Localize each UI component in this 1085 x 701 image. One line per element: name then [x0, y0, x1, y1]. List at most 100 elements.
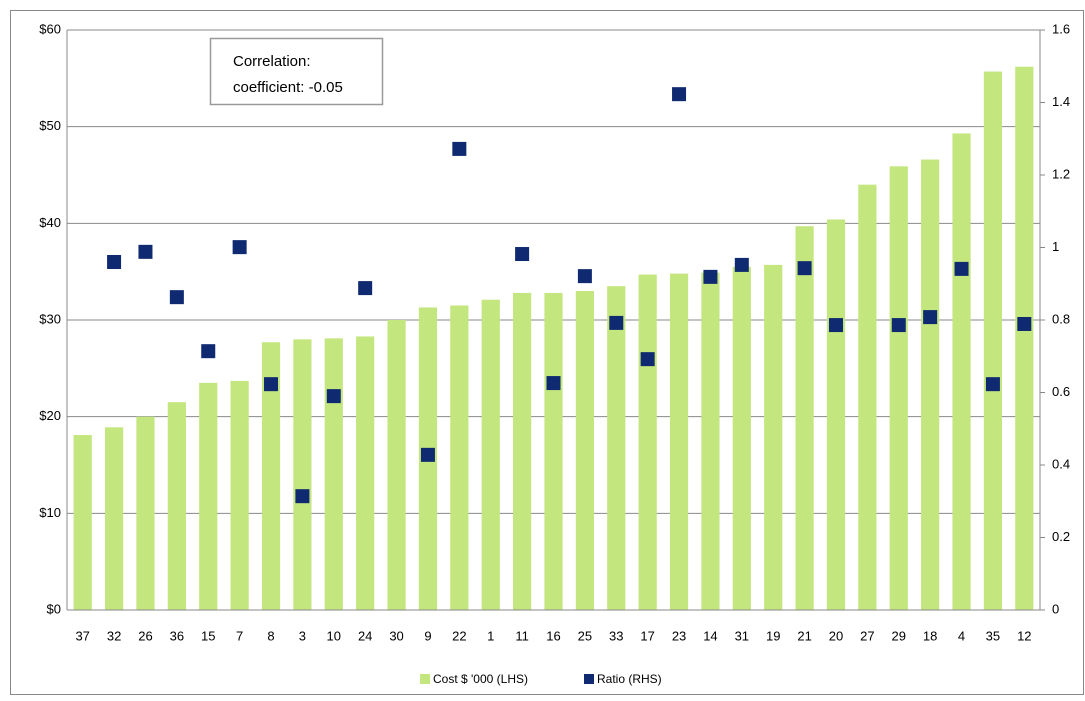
bar: [669, 273, 689, 610]
marker: [326, 389, 341, 404]
marker: [546, 376, 561, 391]
x-tick-label: 7: [236, 628, 243, 643]
marker: [609, 315, 624, 330]
bar: [764, 264, 783, 610]
marker: [577, 269, 592, 284]
x-tick-label: 16: [546, 628, 560, 643]
bar: [513, 292, 532, 610]
y-tick-label: $20: [39, 408, 61, 423]
bar: [481, 299, 500, 610]
marker: [954, 261, 969, 276]
marker: [358, 281, 373, 296]
x-tick-label: 21: [797, 628, 811, 643]
marker: [797, 261, 812, 276]
x-tick-label: 25: [578, 628, 592, 643]
marker: [452, 141, 467, 156]
bar: [324, 338, 343, 610]
marker: [828, 318, 843, 333]
marker: [1017, 316, 1032, 331]
bar: [387, 320, 406, 610]
marker: [420, 447, 435, 462]
x-tick-label: 26: [138, 628, 152, 643]
bar: [261, 342, 281, 610]
bar: [921, 159, 940, 611]
x-tick-label: 20: [829, 628, 843, 643]
x-tick-label: 8: [267, 628, 274, 643]
x-tick-label: 1: [487, 628, 494, 643]
bar: [952, 133, 971, 610]
bar: [544, 292, 563, 610]
y2-tick-label: 1: [1052, 239, 1059, 254]
marker: [734, 257, 749, 272]
y2-tick-label: 0.6: [1052, 384, 1070, 399]
bar: [858, 184, 877, 610]
marker: [295, 489, 310, 504]
marker: [891, 318, 906, 333]
bar: [136, 416, 155, 610]
y-tick-label: $10: [39, 505, 61, 520]
x-tick-label: 3: [299, 628, 306, 643]
y2-tick-label: 0: [1052, 601, 1059, 616]
legend-swatch: [420, 674, 430, 684]
y-tick-label: $40: [39, 215, 61, 230]
x-tick-label: 29: [892, 628, 906, 643]
y-tick-label: $0: [47, 601, 61, 616]
annotation: Correlation:: [233, 53, 311, 70]
y-tick-label: $50: [39, 118, 61, 133]
x-tick-label: 31: [735, 628, 749, 643]
bar: [795, 226, 814, 610]
x-tick-label: 17: [640, 628, 654, 643]
bar: [450, 305, 469, 610]
x-tick-label: 33: [609, 628, 623, 643]
bar: [167, 402, 186, 610]
bar: [607, 286, 626, 610]
marker: [169, 290, 184, 305]
x-tick-label: 23: [672, 628, 686, 643]
x-tick-label: 19: [766, 628, 780, 643]
bar: [356, 336, 375, 610]
bar: [230, 380, 249, 610]
x-tick-label: 9: [424, 628, 431, 643]
marker: [264, 377, 279, 392]
bar: [199, 382, 218, 610]
x-tick-label: 14: [703, 628, 717, 643]
x-tick-label: 32: [107, 628, 121, 643]
marker: [923, 310, 938, 325]
x-tick-label: 15: [201, 628, 215, 643]
bar: [889, 166, 908, 611]
x-tick-label: 10: [327, 628, 341, 643]
legend-swatch: [584, 674, 594, 684]
legend-label: Cost $ '000 (LHS): [433, 672, 528, 686]
x-tick-label: 11: [515, 628, 529, 643]
marker: [640, 352, 655, 367]
bar: [1015, 66, 1034, 610]
marker: [232, 240, 247, 255]
bar: [73, 435, 92, 610]
marker: [107, 255, 122, 269]
y2-tick-label: 0.4: [1052, 456, 1070, 471]
x-tick-label: 36: [170, 628, 184, 643]
x-tick-label: 27: [860, 628, 874, 643]
bar: [826, 219, 846, 610]
y-tick-label: $60: [39, 21, 61, 36]
y2-tick-label: 1.4: [1052, 94, 1070, 109]
bar: [104, 427, 124, 610]
legend-label: Ratio (RHS): [597, 672, 662, 686]
x-tick-label: 35: [986, 628, 1000, 643]
x-tick-label: 37: [75, 628, 89, 643]
annotation: coefficient: -0.05: [233, 79, 343, 96]
bar: [983, 71, 1003, 611]
marker: [201, 344, 216, 359]
y2-tick-label: 0.2: [1052, 529, 1070, 544]
bar: [293, 339, 312, 610]
marker: [985, 377, 1000, 392]
x-tick-label: 22: [452, 628, 466, 643]
x-tick-label: 30: [389, 628, 403, 643]
marker: [672, 87, 687, 102]
y2-tick-label: 1.6: [1052, 21, 1070, 36]
y2-tick-label: 0.8: [1052, 311, 1070, 326]
annotation-box: [209, 37, 384, 106]
x-tick-label: 4: [958, 628, 965, 643]
marker: [515, 247, 530, 262]
